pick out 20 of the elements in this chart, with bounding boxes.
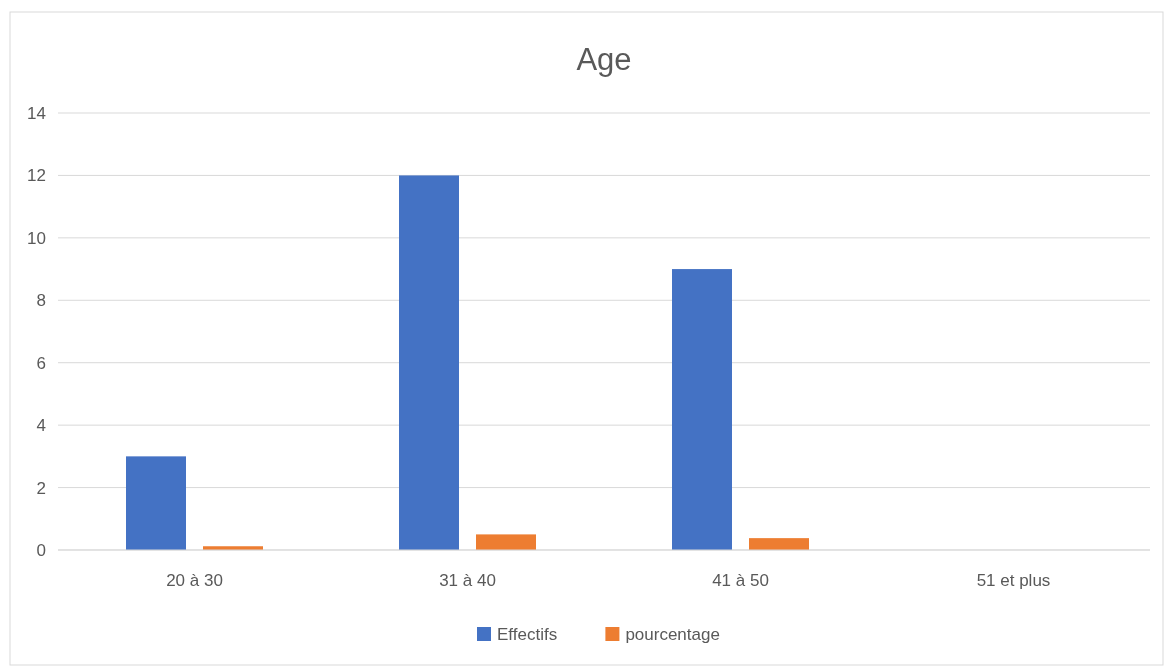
bar — [399, 175, 459, 550]
bar — [476, 534, 536, 550]
y-tick-label: 4 — [36, 416, 46, 436]
legend-label: Effectifs — [497, 624, 558, 644]
y-tick-label: 10 — [27, 228, 46, 248]
chart-title: Age — [576, 42, 632, 77]
bar — [126, 456, 186, 550]
y-tick-label: 14 — [27, 103, 46, 123]
x-tick-label: 41 à 50 — [712, 571, 769, 590]
bar — [672, 269, 732, 550]
x-tick-label: 31 à 40 — [439, 571, 496, 590]
y-tick-label: 0 — [36, 540, 46, 560]
legend-label: pourcentage — [625, 624, 720, 644]
x-tick-label: 20 à 30 — [166, 571, 223, 590]
bar — [749, 538, 809, 550]
y-tick-label: 12 — [27, 166, 46, 186]
x-tick-label: 51 et plus — [976, 571, 1051, 590]
y-tick-label: 8 — [36, 291, 46, 311]
y-tick-label: 6 — [36, 353, 46, 373]
y-tick-label: 2 — [36, 478, 46, 498]
